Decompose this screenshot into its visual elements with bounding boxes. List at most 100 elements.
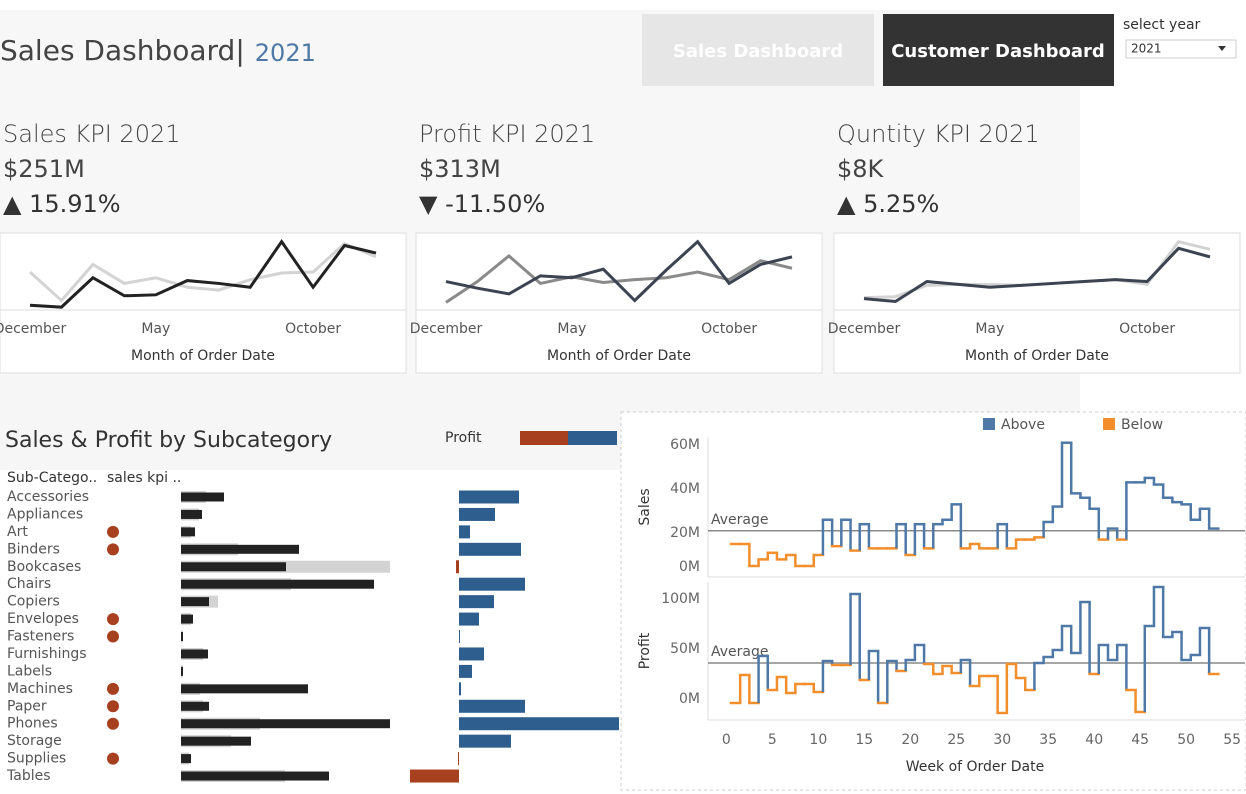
dashboard-title: Sales Dashboard| [0, 34, 245, 67]
profit-bar [459, 647, 484, 661]
row-label: Binders [7, 541, 60, 557]
kpi-value: $313M [419, 155, 501, 183]
row-label: Supplies [7, 751, 66, 767]
sales-bar [181, 771, 329, 781]
profit-bar [458, 752, 459, 766]
sales-bar [181, 492, 224, 502]
row-label: Copiers [7, 594, 60, 610]
row-label: Furnishings [7, 646, 87, 662]
sales-bar [181, 649, 208, 659]
step-panel [620, 411, 1246, 791]
nav-button-label[interactable]: Customer Dashboard [891, 41, 1105, 62]
row-label: Machines [7, 681, 73, 697]
row-label: Appliances [7, 506, 83, 522]
x-tick-label: 5 [768, 732, 777, 748]
chart-title: Sales & Profit by Subcategory [5, 428, 332, 453]
legend-swatch [983, 418, 995, 430]
kpi-flag [107, 717, 119, 730]
nav-button[interactable] [642, 14, 874, 86]
row-label: Paper [7, 698, 47, 714]
kpi-title: Quntity KPI 2021 [837, 120, 1040, 148]
x-tick-label: 35 [1039, 732, 1057, 748]
profit-bar [459, 577, 525, 591]
row-label: Envelopes [7, 611, 79, 627]
x-axis-label: Month of Order Date [131, 348, 275, 364]
select-arrow [1218, 46, 1226, 51]
sales-bar [181, 684, 308, 694]
sparkline [445, 253, 793, 304]
profit-bar [459, 630, 460, 644]
x-axis-label: Week of Order Date [906, 759, 1044, 775]
row-label: Tables [6, 768, 51, 784]
row-label: Fasteners [7, 629, 74, 645]
sparkline [863, 246, 1211, 304]
x-tick-label: 15 [855, 732, 873, 748]
profit-legend-label: Profit [445, 430, 482, 446]
sales-bar [181, 666, 183, 676]
x-tick-label: May [975, 321, 1004, 337]
row-label: Bookcases [7, 559, 81, 575]
kpi-flag [107, 543, 119, 556]
row-label: Art [7, 524, 28, 540]
kpi-flag [107, 752, 119, 765]
x-tick-label: 40 [1085, 732, 1103, 748]
kpi-change: ▲ 5.25% [837, 190, 939, 218]
profit-bar [459, 490, 519, 504]
legend-label: Below [1121, 417, 1163, 433]
kpi-change: ▼ -11.50% [419, 190, 545, 218]
y-axis-label: Sales [637, 488, 653, 525]
kpi-value: $251M [3, 155, 85, 183]
x-tick-label: May [557, 321, 586, 337]
sales-bar [181, 544, 299, 554]
kpi-flag [107, 630, 119, 643]
kpi-flag [107, 700, 119, 713]
x-axis-label: Month of Order Date [547, 348, 691, 364]
profit-legend-negative [520, 431, 568, 445]
profit-bar [459, 542, 521, 556]
y-tick-label: 40M [670, 481, 700, 497]
nav-button[interactable] [883, 14, 1114, 86]
profit-bar [459, 682, 461, 696]
dashboard-year: 2021 [255, 39, 316, 67]
row-label: Phones [7, 716, 58, 732]
row-label: Accessories [7, 489, 89, 505]
kpi-change: ▲ 15.91% [3, 190, 121, 218]
x-tick-label: 55 [1223, 732, 1241, 748]
nav-button-label[interactable]: Sales Dashboard [673, 41, 843, 62]
sales-bar [181, 719, 390, 729]
sales-bar [181, 632, 183, 642]
year-select-value[interactable]: 2021 [1131, 42, 1162, 56]
sparkline-frame [415, 232, 823, 374]
average-label: Average [711, 512, 769, 528]
profit-bar [459, 699, 525, 713]
sales-bar [181, 579, 374, 589]
kpi-value: $8K [837, 155, 885, 183]
year-select[interactable] [1125, 39, 1237, 59]
profit-bar [410, 769, 459, 783]
x-tick-label: 45 [1131, 732, 1149, 748]
column-header: sales kpi .. [107, 470, 181, 486]
y-tick-label: 20M [670, 525, 700, 541]
sparkline [28, 241, 377, 303]
sales-bar [181, 701, 209, 711]
profit-bar [459, 507, 495, 521]
legend-swatch [1103, 418, 1115, 430]
sales-bar [181, 562, 286, 572]
x-tick-label: 30 [993, 732, 1011, 748]
select-label: select year [1123, 17, 1201, 33]
x-tick-label: May [141, 321, 170, 337]
x-tick-label: December [410, 321, 483, 337]
sales-bar [181, 509, 202, 519]
legend-label: Above [1001, 417, 1045, 433]
x-tick-label: October [701, 321, 757, 337]
profit-bar [459, 525, 470, 539]
x-tick-label: December [0, 321, 67, 337]
kpi-title: Sales KPI 2021 [3, 120, 181, 148]
kpi-flag [107, 525, 119, 538]
y-tick-label: 0M [679, 691, 700, 707]
profit-bar [459, 717, 619, 731]
sales-bar [181, 754, 191, 764]
row-label: Chairs [7, 576, 51, 592]
profit-bar [459, 595, 494, 609]
profit-bar [456, 560, 459, 574]
